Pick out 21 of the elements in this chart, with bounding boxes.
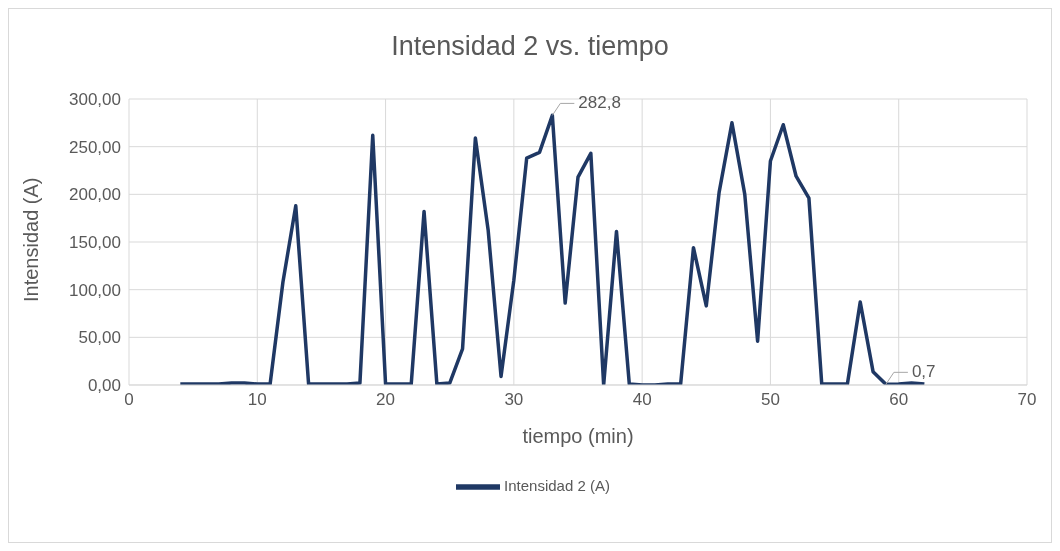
y-tick-label: 300,00 — [69, 90, 121, 110]
data-label: 282,8 — [578, 93, 621, 113]
y-axis-title: Intensidad (A) — [20, 177, 43, 302]
chart-title: Intensidad 2 vs. tiempo — [390, 31, 670, 62]
x-tick-label: 0 — [124, 390, 134, 410]
y-tick-label: 0,00 — [87, 376, 121, 396]
x-tick-label: 50 — [760, 390, 780, 410]
y-tick-label: 200,00 — [69, 185, 121, 205]
y-tick-label: 50,00 — [78, 328, 121, 348]
x-axis-title: tiempo (min) — [522, 425, 634, 447]
x-tick-label: 60 — [889, 390, 909, 410]
y-tick-label: 250,00 — [69, 137, 121, 157]
y-tick-label: 100,00 — [69, 280, 121, 300]
x-tick-label: 20 — [376, 390, 396, 410]
x-tick-label: 10 — [247, 390, 267, 410]
x-tick-label: 70 — [1017, 390, 1037, 410]
x-tick-label: 40 — [632, 390, 652, 410]
y-tick-label: 150,00 — [69, 233, 121, 253]
data-label: 0,7 — [911, 362, 936, 382]
legend-label: Intensidad 2 (A) — [504, 476, 610, 494]
x-tick-label: 30 — [504, 390, 524, 410]
